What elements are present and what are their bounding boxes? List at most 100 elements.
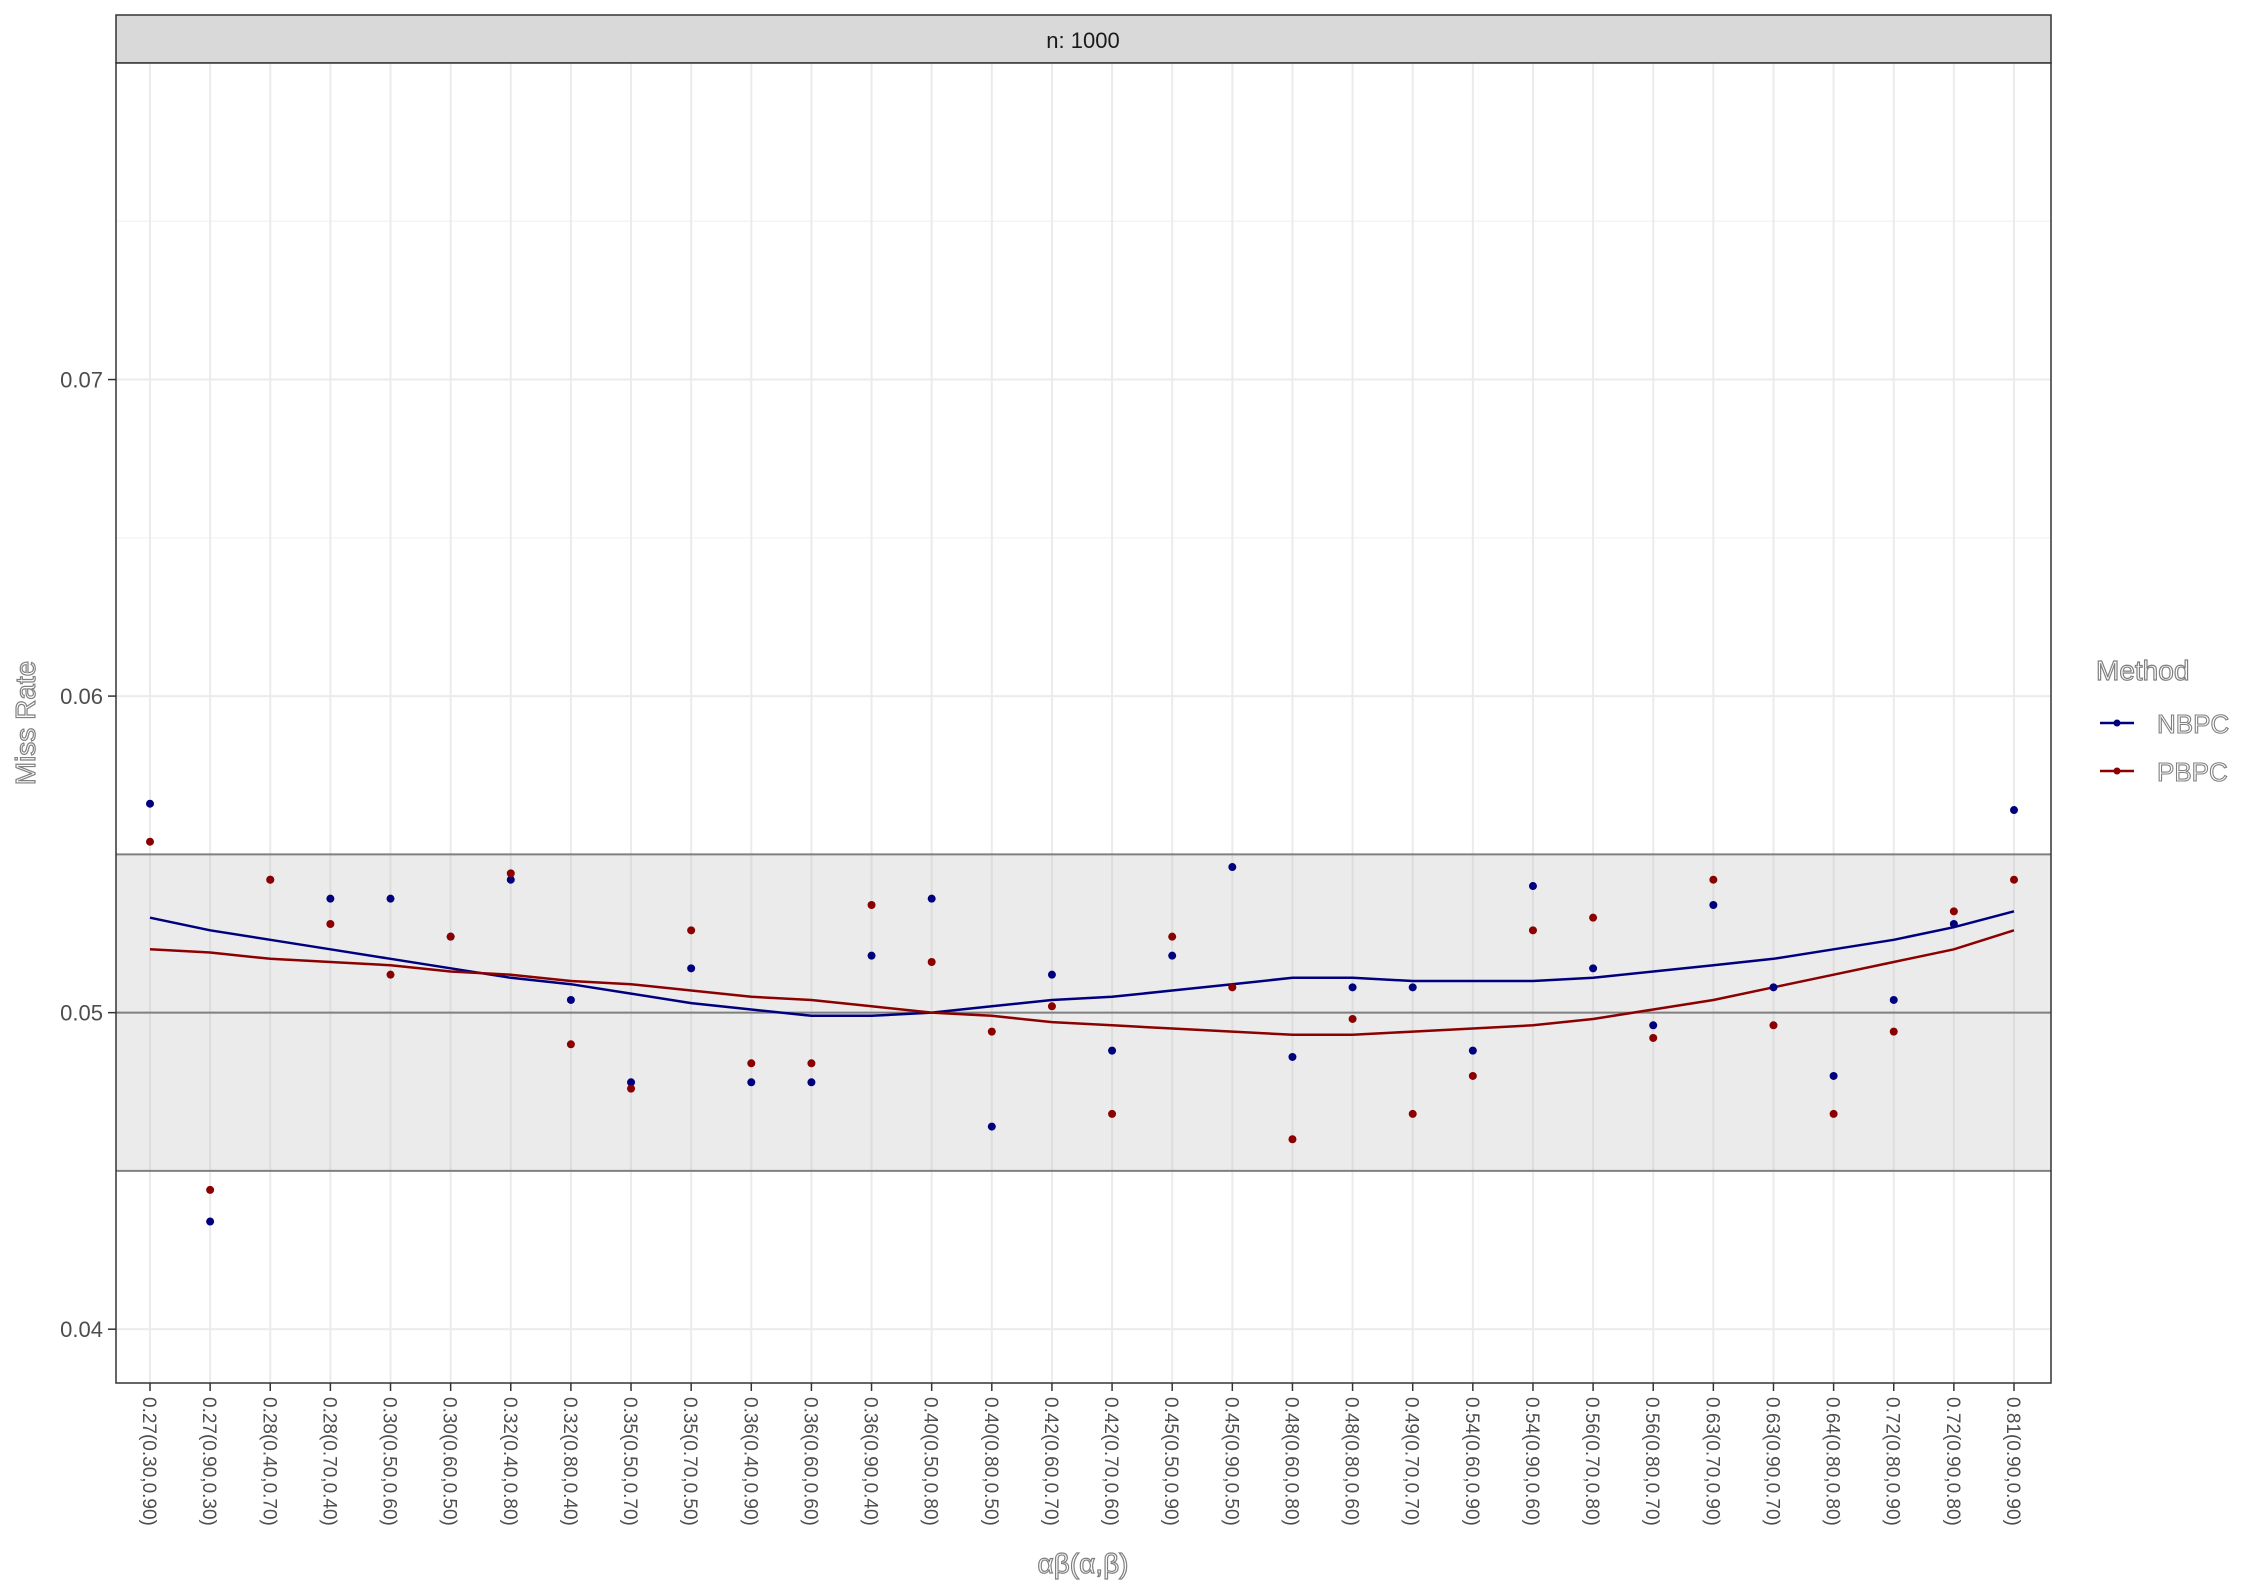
point-nbpc xyxy=(1889,995,1898,1004)
point-nbpc xyxy=(1408,983,1417,992)
x-tick-label: 0.42(0.70,0.60) xyxy=(1100,1397,1121,1526)
point-nbpc xyxy=(1047,970,1056,979)
y-tick-label: 0.05 xyxy=(60,1001,103,1026)
point-pbpc xyxy=(386,970,395,979)
point-pbpc xyxy=(1047,1002,1056,1011)
point-pbpc xyxy=(927,957,936,966)
x-tick-label: 0.56(0.70,0.80) xyxy=(1581,1397,1602,1526)
x-tick-label: 0.32(0.80,0.40) xyxy=(559,1397,580,1526)
x-tick-label: 0.54(0.90,0.60) xyxy=(1521,1397,1542,1526)
y-tick-label: 0.06 xyxy=(60,684,103,709)
point-nbpc xyxy=(1649,1021,1658,1030)
smooth-lines xyxy=(149,910,2015,1037)
point-pbpc xyxy=(1949,907,1958,916)
legend-label-nbpc: NBPC xyxy=(2157,709,2229,739)
x-tick-label: 0.27(0.90,0.30) xyxy=(198,1397,219,1526)
x-tick-label: 0.81(0.90,0.90) xyxy=(2002,1397,2023,1526)
x-tick-label: 0.45(0.90,0.50) xyxy=(1220,1397,1241,1526)
point-nbpc xyxy=(807,1078,816,1087)
facet-strip xyxy=(115,14,2052,64)
x-tick-label: 0.40(0.80,0.50) xyxy=(980,1397,1001,1526)
reference-lines xyxy=(116,853,2051,1172)
legend: Method NBPC PBPC xyxy=(2095,654,2229,787)
x-tick-label: 0.56(0.80,0.70) xyxy=(1641,1397,1662,1526)
point-nbpc xyxy=(1168,951,1177,960)
x-axis-title: αβ(α,β) xyxy=(1037,1548,1128,1579)
point-pbpc xyxy=(1348,1014,1357,1023)
x-tick-label: 0.54(0.60,0.90) xyxy=(1461,1397,1482,1526)
point-nbpc xyxy=(1709,901,1718,910)
point-pbpc xyxy=(1468,1071,1477,1080)
point-pbpc xyxy=(206,1185,215,1194)
point-nbpc xyxy=(627,1078,636,1087)
point-pbpc xyxy=(1829,1109,1838,1118)
x-tick-label: 0.36(0.90,0.40) xyxy=(860,1397,881,1526)
x-tick-label: 0.30(0.50,0.60) xyxy=(379,1397,400,1526)
point-pbpc xyxy=(807,1059,816,1068)
point-nbpc xyxy=(867,951,876,960)
panel-border xyxy=(115,62,2052,1384)
x-tick-label: 0.63(0.70,0.90) xyxy=(1701,1397,1722,1526)
legend-key-pbpc-point xyxy=(2113,767,2121,775)
point-pbpc xyxy=(266,875,275,884)
point-pbpc xyxy=(2010,875,2018,884)
point-nbpc xyxy=(1769,983,1778,992)
x-tick-label: 0.35(0.70,0.50) xyxy=(679,1397,700,1526)
point-pbpc xyxy=(1709,875,1718,884)
x-tick-label: 0.63(0.90,0.70) xyxy=(1761,1397,1782,1526)
x-tick-label: 0.72(0.80,0.90) xyxy=(1882,1397,1903,1526)
point-pbpc xyxy=(1889,1027,1898,1036)
x-tick-label: 0.35(0.50,0.70) xyxy=(619,1397,640,1526)
point-nbpc xyxy=(146,799,154,808)
point-nbpc xyxy=(386,894,395,903)
point-pbpc xyxy=(326,920,335,929)
x-tick-label: 0.36(0.60,0.60) xyxy=(799,1397,820,1526)
point-nbpc xyxy=(1228,863,1237,872)
y-tick-label: 0.04 xyxy=(60,1317,103,1342)
point-nbpc xyxy=(1348,983,1357,992)
y-axis-title: Miss Rate xyxy=(10,661,41,785)
x-tick-label: 0.49(0.70,0.70) xyxy=(1401,1397,1422,1526)
x-tick-label: 0.30(0.60,0.50) xyxy=(439,1397,460,1526)
point-nbpc xyxy=(506,875,515,884)
point-pbpc xyxy=(1589,913,1598,922)
x-tick-label: 0.28(0.40,0.70) xyxy=(258,1397,279,1526)
x-tick-label: 0.40(0.50,0.80) xyxy=(920,1397,941,1526)
point-pbpc xyxy=(687,926,696,935)
point-pbpc xyxy=(1649,1033,1658,1042)
legend-key-nbpc-point xyxy=(2113,719,2121,727)
legend-title: Method xyxy=(2096,655,2189,686)
smooth-line-nbpc xyxy=(149,910,2015,1018)
point-pbpc xyxy=(566,1040,575,1049)
y-tick-label: 0.07 xyxy=(60,368,103,393)
x-tick-label: 0.64(0.80,0.80) xyxy=(1822,1397,1843,1526)
point-pbpc xyxy=(1769,1021,1778,1030)
x-tick-label: 0.42(0.60,0.70) xyxy=(1040,1397,1061,1526)
x-tick-label: 0.45(0.50,0.90) xyxy=(1160,1397,1181,1526)
data-points xyxy=(146,799,2018,1226)
x-tick-label: 0.72(0.90,0.80) xyxy=(1942,1397,1963,1526)
plot-panel xyxy=(116,63,2051,1383)
point-pbpc xyxy=(1168,932,1177,941)
point-nbpc xyxy=(747,1078,756,1087)
point-pbpc xyxy=(1528,926,1537,935)
smooth-line-pbpc xyxy=(149,929,2015,1037)
point-nbpc xyxy=(927,894,936,903)
point-pbpc xyxy=(1408,1109,1417,1118)
point-nbpc xyxy=(1589,964,1598,973)
point-nbpc xyxy=(566,995,575,1004)
facet-label: n: 1000 xyxy=(1046,28,1119,53)
point-nbpc xyxy=(1829,1071,1838,1080)
legend-label-pbpc: PBPC xyxy=(2157,757,2228,787)
point-pbpc xyxy=(627,1084,636,1093)
point-nbpc xyxy=(2010,806,2018,815)
y-axis: 0.04 0.05 0.06 0.07 xyxy=(60,368,116,1342)
x-tick-label: 0.48(0.80,0.60) xyxy=(1341,1397,1362,1526)
point-pbpc xyxy=(1228,983,1237,992)
point-nbpc xyxy=(206,1217,215,1226)
point-nbpc xyxy=(1288,1052,1297,1061)
point-pbpc xyxy=(506,869,515,878)
x-tick-label: 0.27(0.30,0.90) xyxy=(138,1397,159,1526)
point-nbpc xyxy=(326,894,335,903)
